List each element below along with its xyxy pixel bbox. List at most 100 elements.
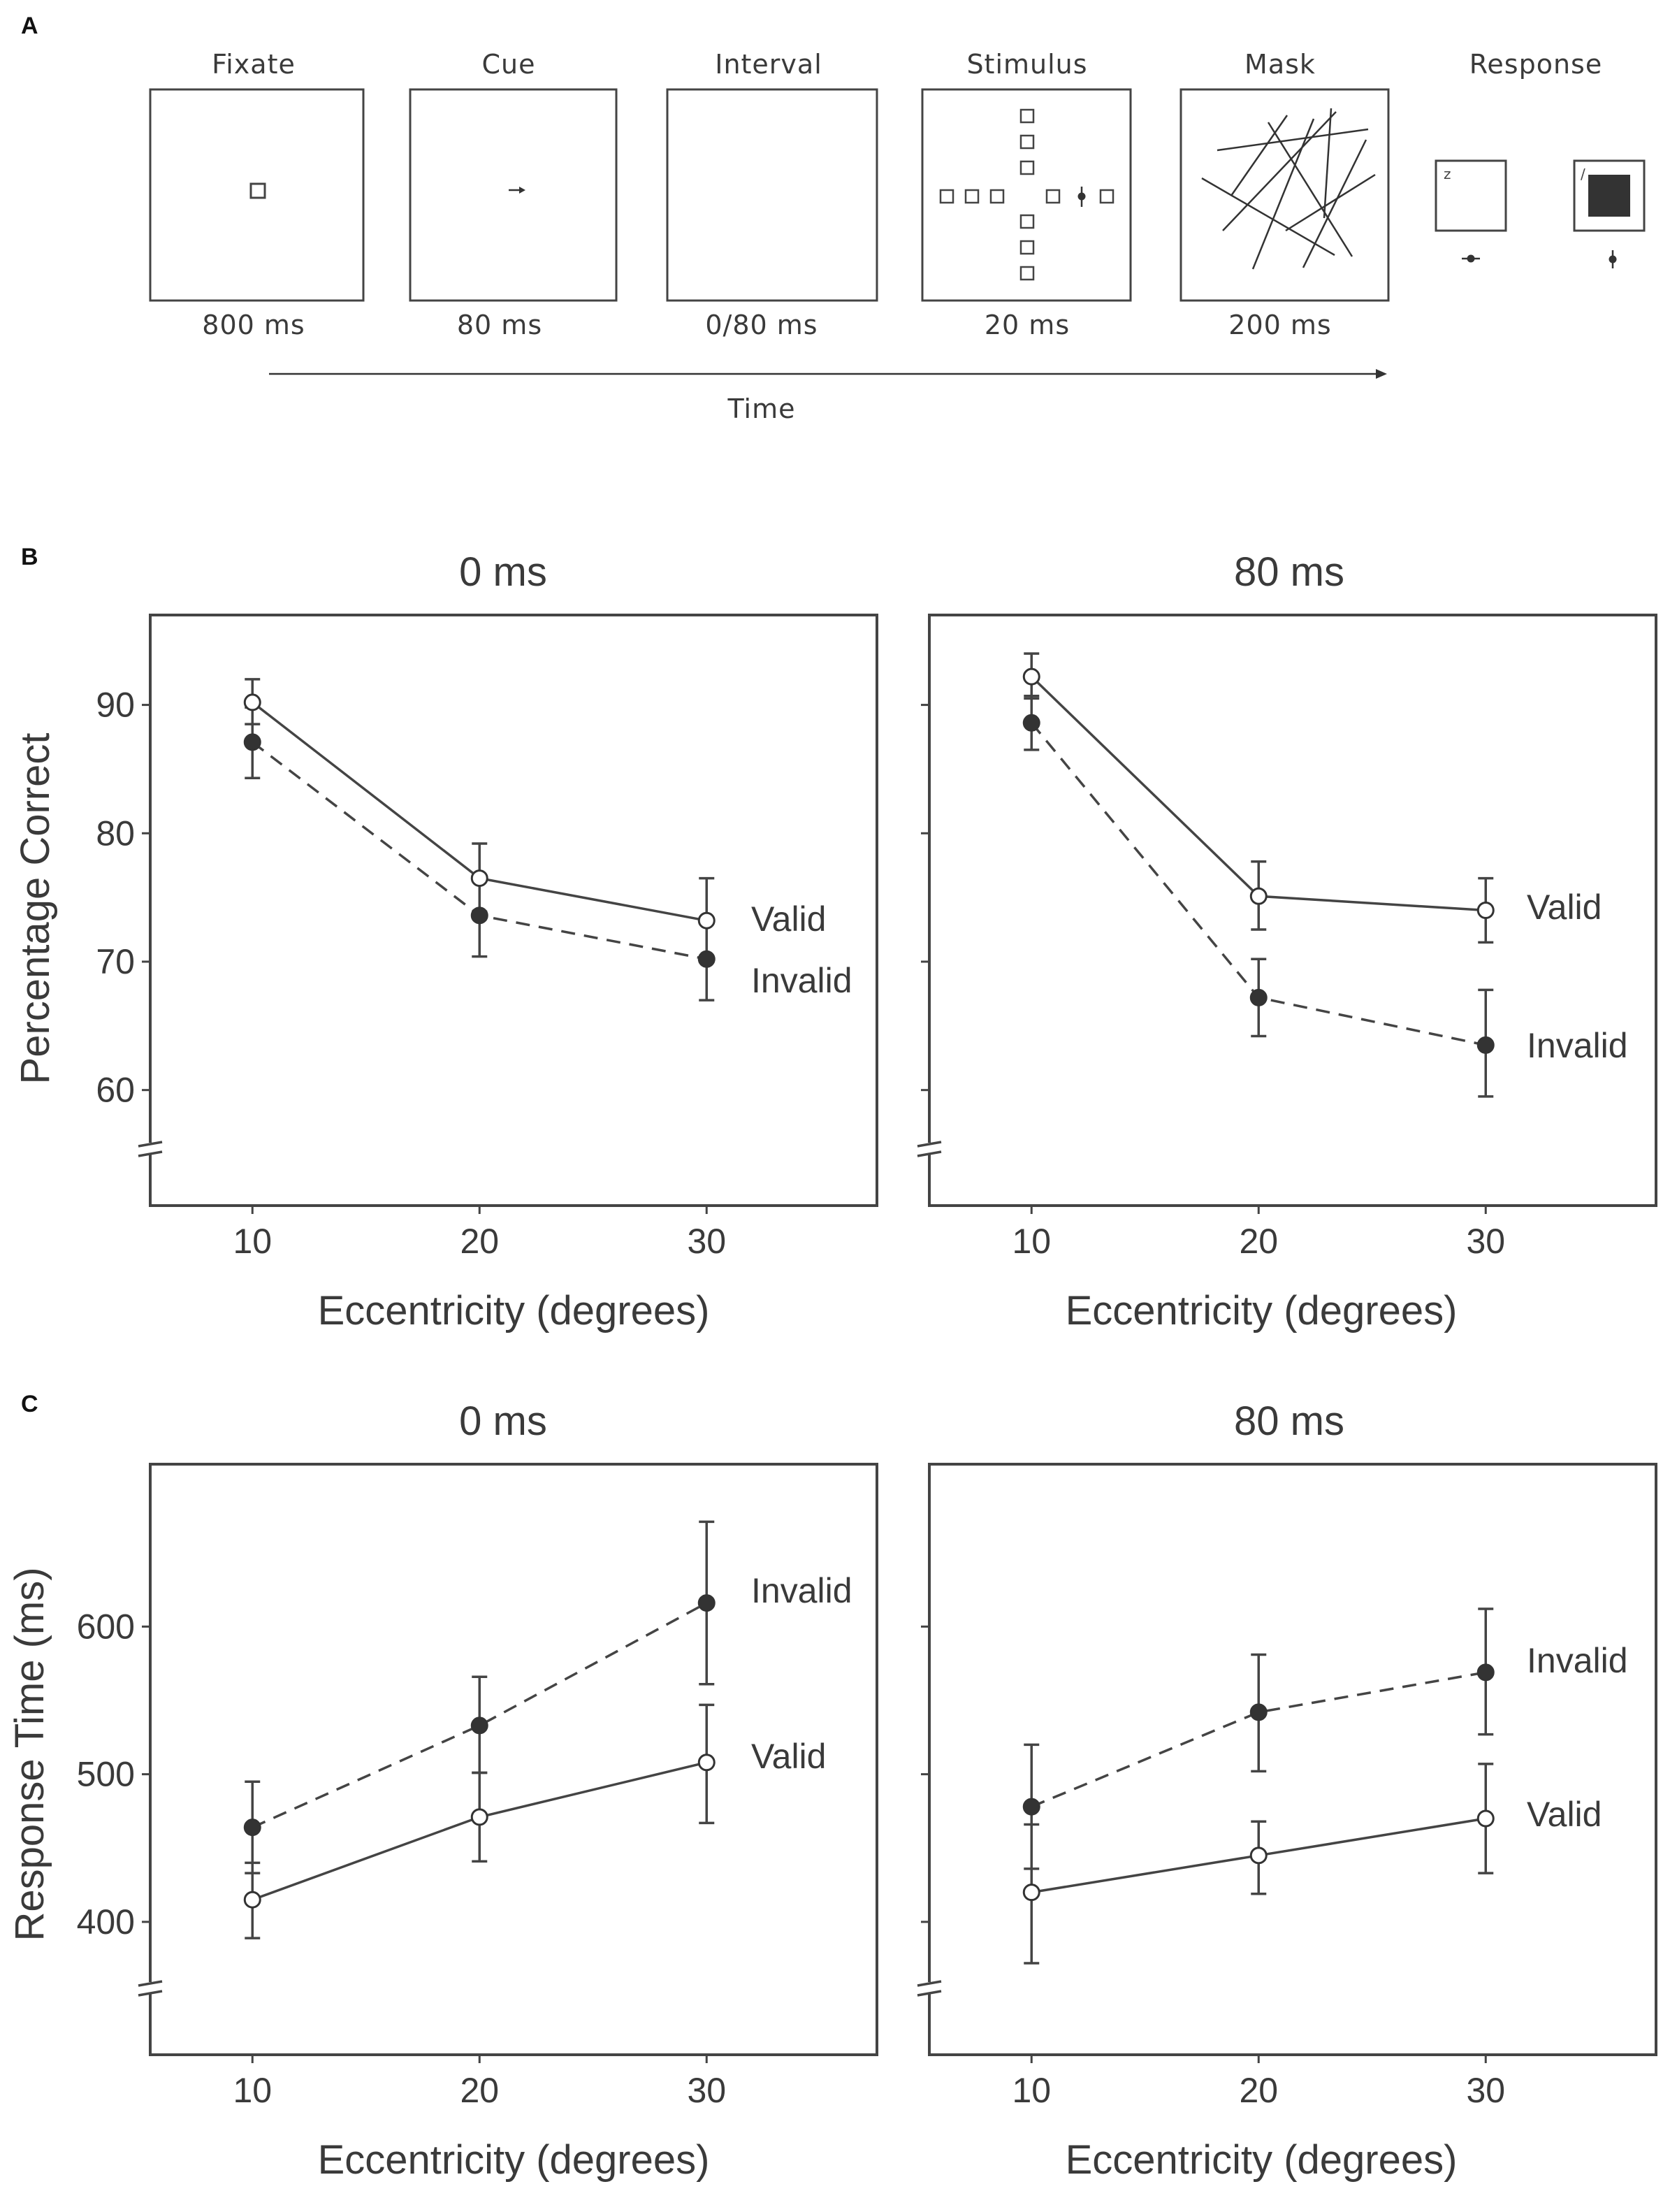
response-key-right-frame xyxy=(1573,159,1646,232)
y-tick-label: 60 xyxy=(96,1071,135,1110)
response-key-left-letter: z xyxy=(1444,166,1451,182)
chart-b-0ms-x-ticks: 10 20 30 xyxy=(233,1206,726,1261)
data-point-invalid xyxy=(1022,714,1040,732)
chart-c-0ms-axis-break xyxy=(138,1980,163,1997)
stage-frame-mask xyxy=(1179,88,1390,302)
data-point-invalid xyxy=(1022,1798,1040,1816)
data-point-invalid xyxy=(1476,1663,1495,1682)
data-point-invalid xyxy=(470,1716,488,1735)
chart-b-80ms-x-axis-label: Eccentricity (degrees) xyxy=(1066,1288,1458,1333)
data-point-valid xyxy=(243,1891,261,1909)
chart-b-0ms-marks xyxy=(243,678,716,1002)
chart-c-80ms-x-axis-label: Eccentricity (degrees) xyxy=(1066,2137,1458,2183)
stage-title-interval: Interval xyxy=(715,49,822,80)
y-tick-label: 70 xyxy=(96,942,135,981)
x-tick-label: 30 xyxy=(1466,2071,1505,2110)
y-tick-label: 90 xyxy=(96,686,135,725)
data-point-valid xyxy=(1476,902,1495,919)
chart-b-0ms-frame xyxy=(149,614,878,1207)
stage-title-response: Response xyxy=(1469,49,1603,80)
chart-b-0ms: 0 ms 60 70 80 90 10 20 30 Eccentricity (degre… xyxy=(13,549,878,1333)
stage-frame-fixate xyxy=(149,88,365,302)
chart-b-80ms-y-ticks xyxy=(921,704,929,1092)
fixation-square-icon xyxy=(249,182,266,199)
data-point-invalid xyxy=(243,733,261,751)
stage-stimulus: Stimulus 20 ms xyxy=(921,49,1132,340)
chart-c-80ms-marks xyxy=(1022,1607,1495,1965)
data-point-invalid xyxy=(470,906,488,925)
stage-title-mask: Mask xyxy=(1244,49,1316,80)
response-key-pressed-icon xyxy=(1588,175,1630,217)
chart-b-80ms-title: 80 ms xyxy=(1234,549,1344,595)
panel-a-letter: A xyxy=(21,13,38,39)
data-point-invalid xyxy=(243,1819,261,1837)
x-tick-label: 20 xyxy=(460,2071,499,2110)
chart-c-0ms-label-invalid: Invalid xyxy=(751,1571,852,1610)
chart-c-80ms-x-ticks: 10 20 30 xyxy=(1012,2055,1505,2110)
data-point-valid xyxy=(1249,1846,1268,1865)
x-tick-label: 10 xyxy=(233,2071,272,2110)
y-tick-label: 500 xyxy=(77,1755,135,1794)
time-arrow-head-icon xyxy=(1376,369,1387,379)
chart-c-0ms-frame xyxy=(149,1463,878,2056)
chart-b-80ms-marks xyxy=(1022,652,1495,1098)
chart-b-0ms-label-valid: Valid xyxy=(751,899,826,939)
chart-b-80ms-label-invalid: Invalid xyxy=(1527,1026,1628,1065)
series-line-invalid xyxy=(1031,1671,1486,1808)
chart-b-0ms-label-invalid: Invalid xyxy=(751,961,852,1000)
panel-b-letter: B xyxy=(21,544,38,570)
chart-c-80ms-label-valid: Valid xyxy=(1527,1795,1602,1834)
panel-a: A Fixate 800 ms Cue 80 ms Interval 0/80 … xyxy=(21,13,1646,424)
x-tick-label: 20 xyxy=(1239,1222,1278,1261)
chart-c-80ms-label-invalid: Invalid xyxy=(1527,1641,1628,1680)
chart-c-80ms-y-ticks xyxy=(921,1625,929,1923)
data-point-valid xyxy=(243,693,261,711)
data-point-valid xyxy=(1022,1884,1040,1902)
x-tick-label: 10 xyxy=(1012,2071,1051,2110)
time-label: Time xyxy=(727,393,796,424)
chart-b-80ms-label-valid: Valid xyxy=(1527,888,1602,927)
series-line-invalid xyxy=(252,1602,708,1829)
panel-c-letter: C xyxy=(21,1391,38,1417)
data-point-invalid xyxy=(697,1594,716,1612)
cue-arrow-icon xyxy=(509,187,525,194)
chart-b-80ms-frame xyxy=(928,614,1657,1207)
data-point-valid xyxy=(1476,1809,1495,1828)
chart-c-80ms-axis-break xyxy=(917,1980,942,1997)
stage-fixate: Fixate 800 ms xyxy=(149,49,365,340)
chart-c-0ms-y-axis-label: Response Time (ms) xyxy=(7,1567,52,1941)
stage-title-fixate: Fixate xyxy=(212,49,296,80)
chart-b-0ms-y-ticks: 60 70 80 90 xyxy=(96,686,150,1110)
data-point-invalid xyxy=(1476,1036,1495,1054)
chart-b-80ms-axis-break xyxy=(917,1141,942,1157)
y-tick-label: 400 xyxy=(77,1902,135,1942)
stage-title-cue: Cue xyxy=(482,49,536,80)
data-point-valid xyxy=(1249,887,1268,905)
x-tick-label: 30 xyxy=(1466,1222,1505,1261)
chart-c-80ms-frame xyxy=(928,1463,1657,2056)
chart-c-0ms-y-ticks: 400 500 600 xyxy=(77,1607,150,1942)
stage-duration-mask: 200 ms xyxy=(1228,310,1331,340)
response-key-right-letter: / xyxy=(1581,166,1585,182)
stage-cue: Cue 80 ms xyxy=(409,49,618,340)
stage-response: Response z / xyxy=(1435,49,1646,268)
mask-lines-icon xyxy=(1201,108,1376,270)
stage-frame-cue xyxy=(409,88,618,302)
x-tick-label: 10 xyxy=(233,1222,272,1261)
stage-mask: Mask 200 ms xyxy=(1179,49,1390,340)
stage-duration-interval: 0/80 ms xyxy=(705,310,818,340)
response-horizontal-target-icon xyxy=(1462,254,1480,263)
stage-frame-interval xyxy=(666,88,878,302)
chart-c-0ms-label-valid: Valid xyxy=(751,1737,826,1776)
stage-frame-stimulus xyxy=(921,88,1132,302)
chart-c-0ms-marks xyxy=(243,1520,716,1939)
y-tick-label: 600 xyxy=(77,1607,135,1646)
chart-b-0ms-x-axis-label: Eccentricity (degrees) xyxy=(318,1288,710,1333)
x-tick-label: 20 xyxy=(460,1222,499,1261)
chart-b-80ms: 80 ms 10 20 30 Eccentricity (degrees) Vali… xyxy=(917,549,1657,1333)
chart-b-0ms-y-axis-label: Percentage Correct xyxy=(13,733,58,1085)
chart-b-0ms-axis-break xyxy=(138,1141,163,1157)
stage-interval: Interval 0/80 ms xyxy=(666,49,878,340)
data-point-valid xyxy=(1022,667,1040,686)
